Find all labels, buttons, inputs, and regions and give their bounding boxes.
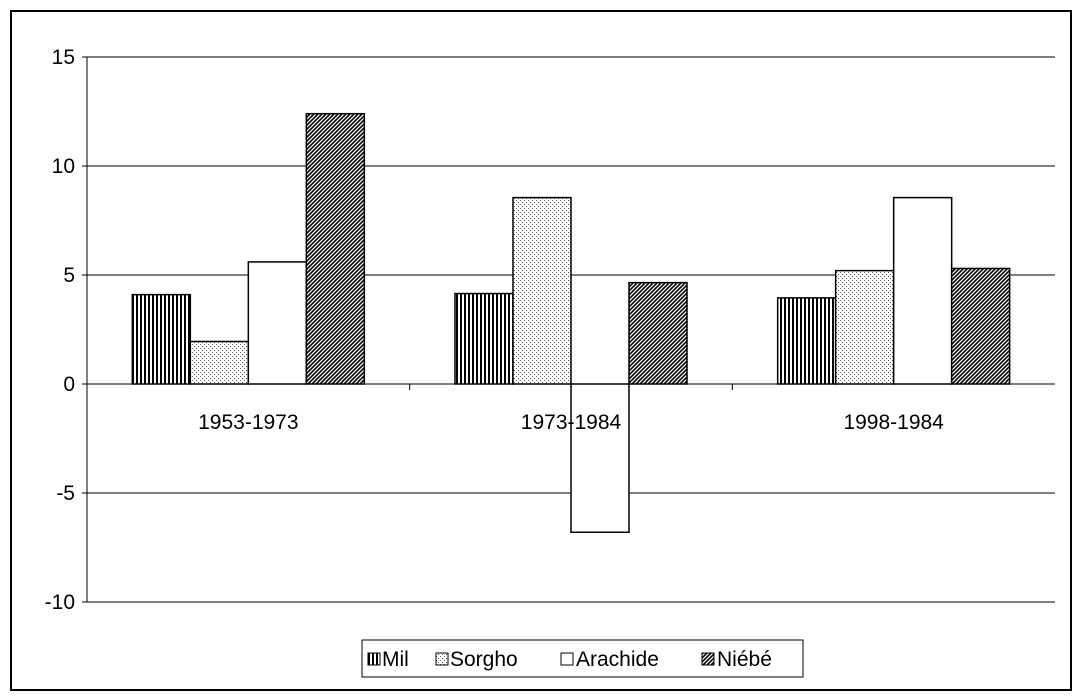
- y-tick-label: 0: [63, 373, 75, 396]
- bar-arachide-1953-1973: [247, 261, 308, 385]
- bar-niebe-1953-1973: [305, 112, 366, 385]
- legend-label-arachide: Arachide: [576, 648, 659, 671]
- x-tick-label: 1998-1984: [843, 411, 944, 434]
- y-tick-label: -5: [56, 482, 75, 505]
- legend-swatch-sorgho: [435, 652, 449, 666]
- x-axis: [87, 383, 1055, 390]
- legend-label-niebe: Niébé: [717, 648, 772, 671]
- y-tick-label: -10: [45, 591, 75, 614]
- legend-label-mil: Mil: [382, 648, 409, 671]
- y-tick-label: 15: [52, 46, 75, 69]
- x-tick-labels: 1953-1973 1973-1984 1998-1984: [198, 411, 944, 434]
- legend-label-sorgho: Sorgho: [450, 648, 518, 671]
- bar-sorgho-1953-1973: [189, 340, 250, 385]
- bar-sorgho-1973-1984: [512, 196, 572, 385]
- bar-niebe-1973-1984: [628, 281, 688, 385]
- y-tick-label: 5: [63, 264, 75, 287]
- bar-arachide-1998-1984: [892, 196, 953, 385]
- y-tick-label: 10: [52, 155, 75, 178]
- bar-arachide-1973-1984: [570, 383, 630, 533]
- legend-swatch-arachide: [560, 652, 574, 666]
- x-tick-label: 1973-1984: [521, 411, 622, 434]
- bars: [131, 112, 1011, 533]
- x-tick-label: 1953-1973: [198, 411, 298, 434]
- legend: Mil Sorgho Arachide Niébé: [361, 639, 804, 678]
- bar-mil-1973-1984: [454, 292, 514, 385]
- bar-niebe-1998-1984: [950, 267, 1011, 385]
- bar-sorgho-1998-1984: [834, 269, 895, 385]
- legend-swatch-mil: [367, 652, 381, 666]
- bar-mil-1953-1973: [131, 293, 192, 385]
- bar-mil-1998-1984: [776, 297, 837, 385]
- legend-swatch-niebe: [701, 652, 715, 666]
- y-tick-labels: 15 10 5 0 -5 -10: [45, 46, 87, 614]
